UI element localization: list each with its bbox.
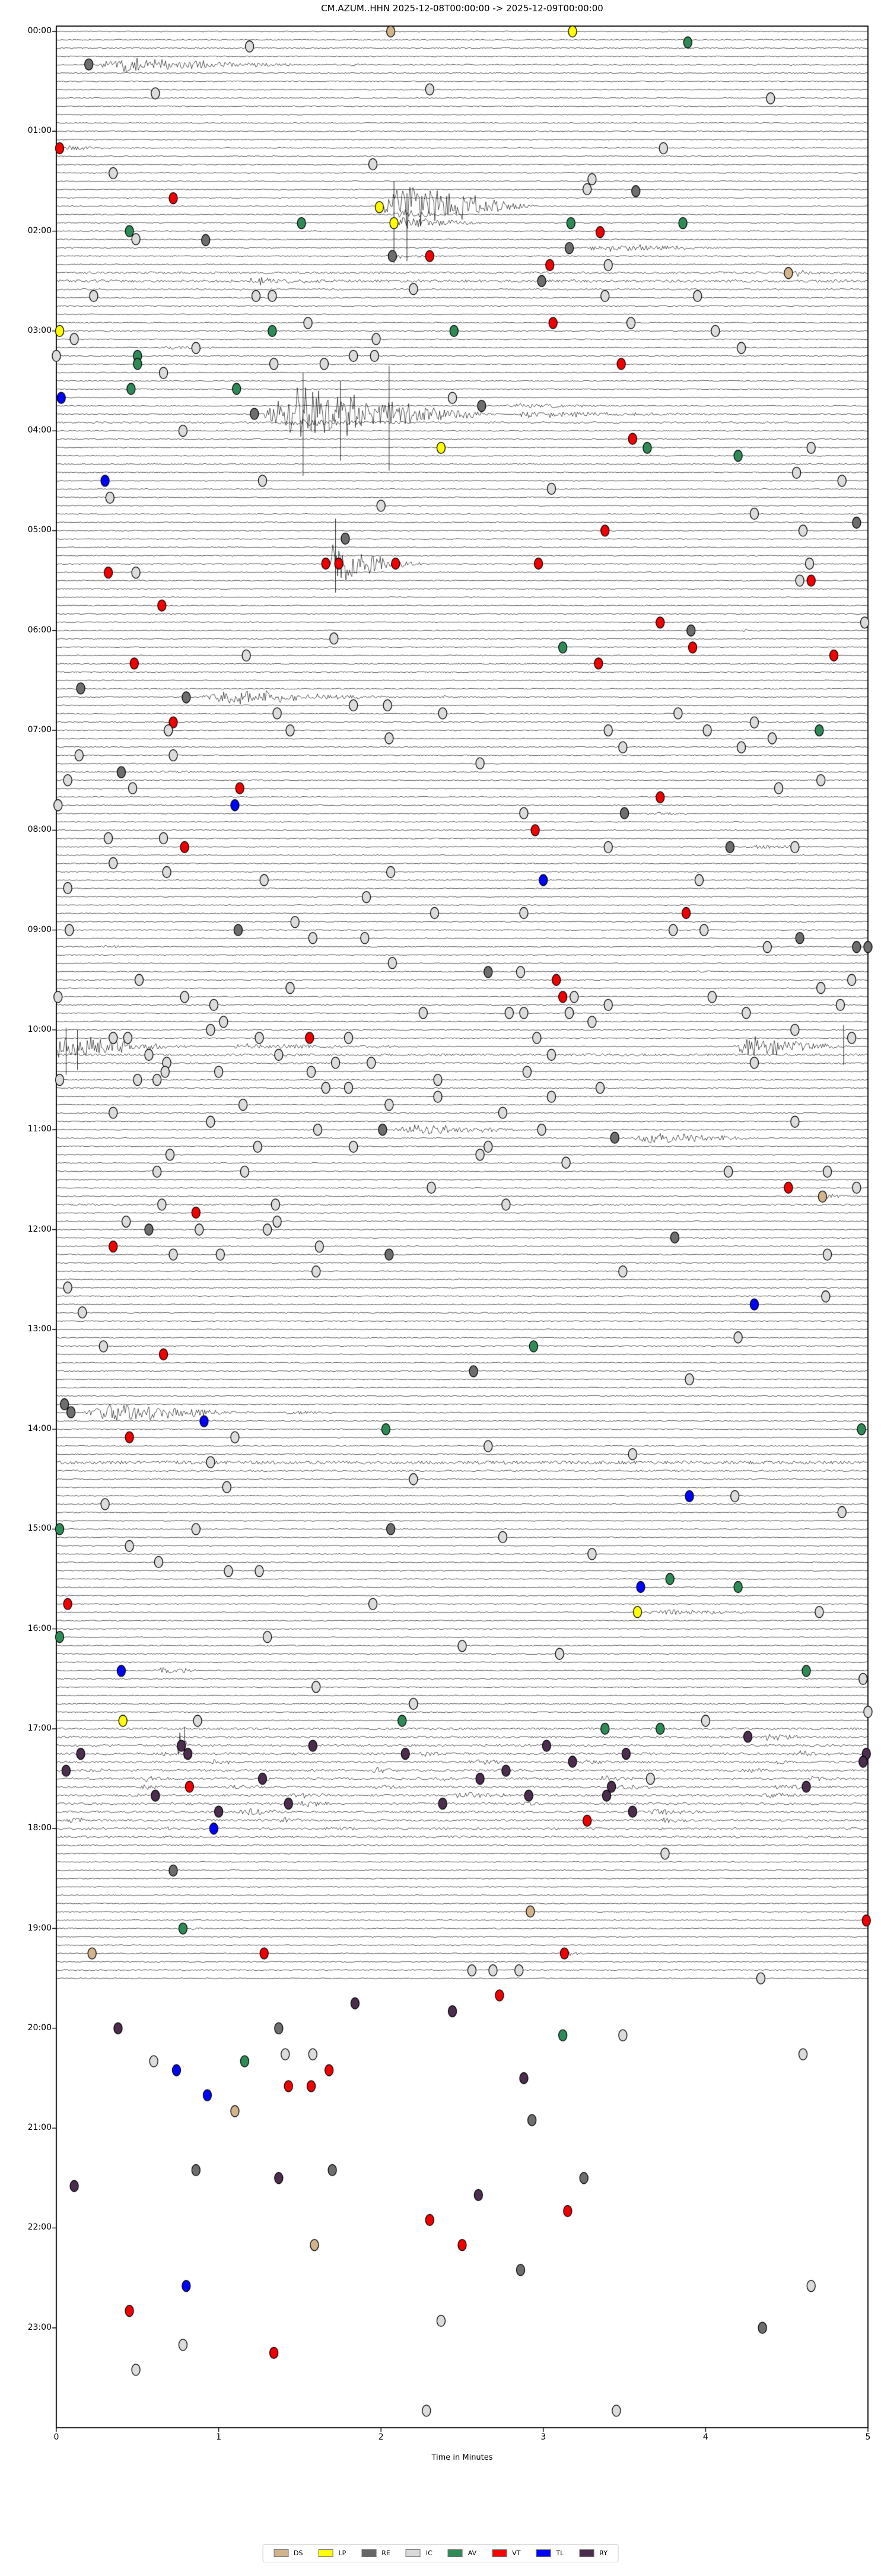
y-tick-label: 01:00 <box>27 126 52 136</box>
legend-label: VT <box>512 2549 521 2557</box>
legend-label: TL <box>556 2549 564 2557</box>
y-tick-label: 21:00 <box>27 2123 52 2133</box>
legend-label: LP <box>338 2549 346 2557</box>
y-tick-label: 22:00 <box>27 2222 52 2232</box>
legend-swatch-av <box>447 2549 463 2557</box>
legend-item-ds: DS <box>273 2549 303 2557</box>
legend-swatch-re <box>361 2549 377 2557</box>
legend-label: IC <box>425 2549 432 2557</box>
legend-item-tl: TL <box>536 2549 564 2557</box>
y-tick-label: 16:00 <box>27 1623 52 1633</box>
legend-swatch-ic <box>405 2549 421 2557</box>
y-tick-label: 13:00 <box>27 1324 52 1334</box>
legend-item-lp: LP <box>318 2549 346 2557</box>
y-tick-label: 19:00 <box>27 1923 52 1933</box>
y-tick-label: 18:00 <box>27 1823 52 1833</box>
y-tick-label: 15:00 <box>27 1524 52 1534</box>
legend-swatch-vt <box>492 2549 507 2557</box>
legend-label: AV <box>467 2549 477 2557</box>
y-tick-label: 23:00 <box>27 2322 52 2332</box>
x-tick-label: 5 <box>865 2432 871 2442</box>
legend-label: RY <box>599 2549 608 2557</box>
plot-title: CM.AZUM..HHN 2025-12-08T00:00:00 -> 2025… <box>321 3 603 14</box>
y-tick-label: 04:00 <box>27 425 52 435</box>
y-tick-label: 09:00 <box>27 924 52 934</box>
x-tick-label: 0 <box>53 2432 59 2442</box>
x-tick-label: 4 <box>702 2432 708 2442</box>
legend-item-av: AV <box>447 2549 477 2557</box>
legend-swatch-lp <box>318 2549 333 2557</box>
legend-swatch-ds <box>273 2549 289 2557</box>
y-tick-label: 02:00 <box>27 225 52 236</box>
legend-item-vt: VT <box>492 2549 520 2557</box>
y-tick-label: 12:00 <box>27 1224 52 1234</box>
y-tick-label: 17:00 <box>27 1723 52 1733</box>
legend-label: RE <box>381 2549 390 2557</box>
y-tick-label: 05:00 <box>27 525 52 535</box>
legend-item-ic: IC <box>405 2549 432 2557</box>
event-class-legend: DS LP RE IC AV VT TL RY <box>262 2544 619 2562</box>
x-tick-label: 2 <box>378 2432 384 2442</box>
legend-label: DS <box>294 2549 303 2557</box>
legend-item-re: RE <box>361 2549 390 2557</box>
y-tick-label: 14:00 <box>27 1424 52 1434</box>
x-tick-label: 1 <box>216 2432 222 2442</box>
y-tick-label: 20:00 <box>27 2022 52 2033</box>
y-tick-label: 06:00 <box>27 625 52 635</box>
y-tick-label: 11:00 <box>27 1124 52 1134</box>
y-tick-label: 10:00 <box>27 1024 52 1034</box>
x-tick-label: 3 <box>540 2432 546 2442</box>
y-tick-label: 00:00 <box>27 26 52 36</box>
y-tick-label: 07:00 <box>27 725 52 735</box>
legend-swatch-ry <box>579 2549 594 2557</box>
y-tick-label: 03:00 <box>27 325 52 335</box>
y-tick-label: 08:00 <box>27 825 52 835</box>
legend-swatch-tl <box>536 2549 551 2557</box>
x-axis-title: Time in Minutes <box>431 2453 493 2462</box>
legend-item-ry: RY <box>579 2549 608 2557</box>
